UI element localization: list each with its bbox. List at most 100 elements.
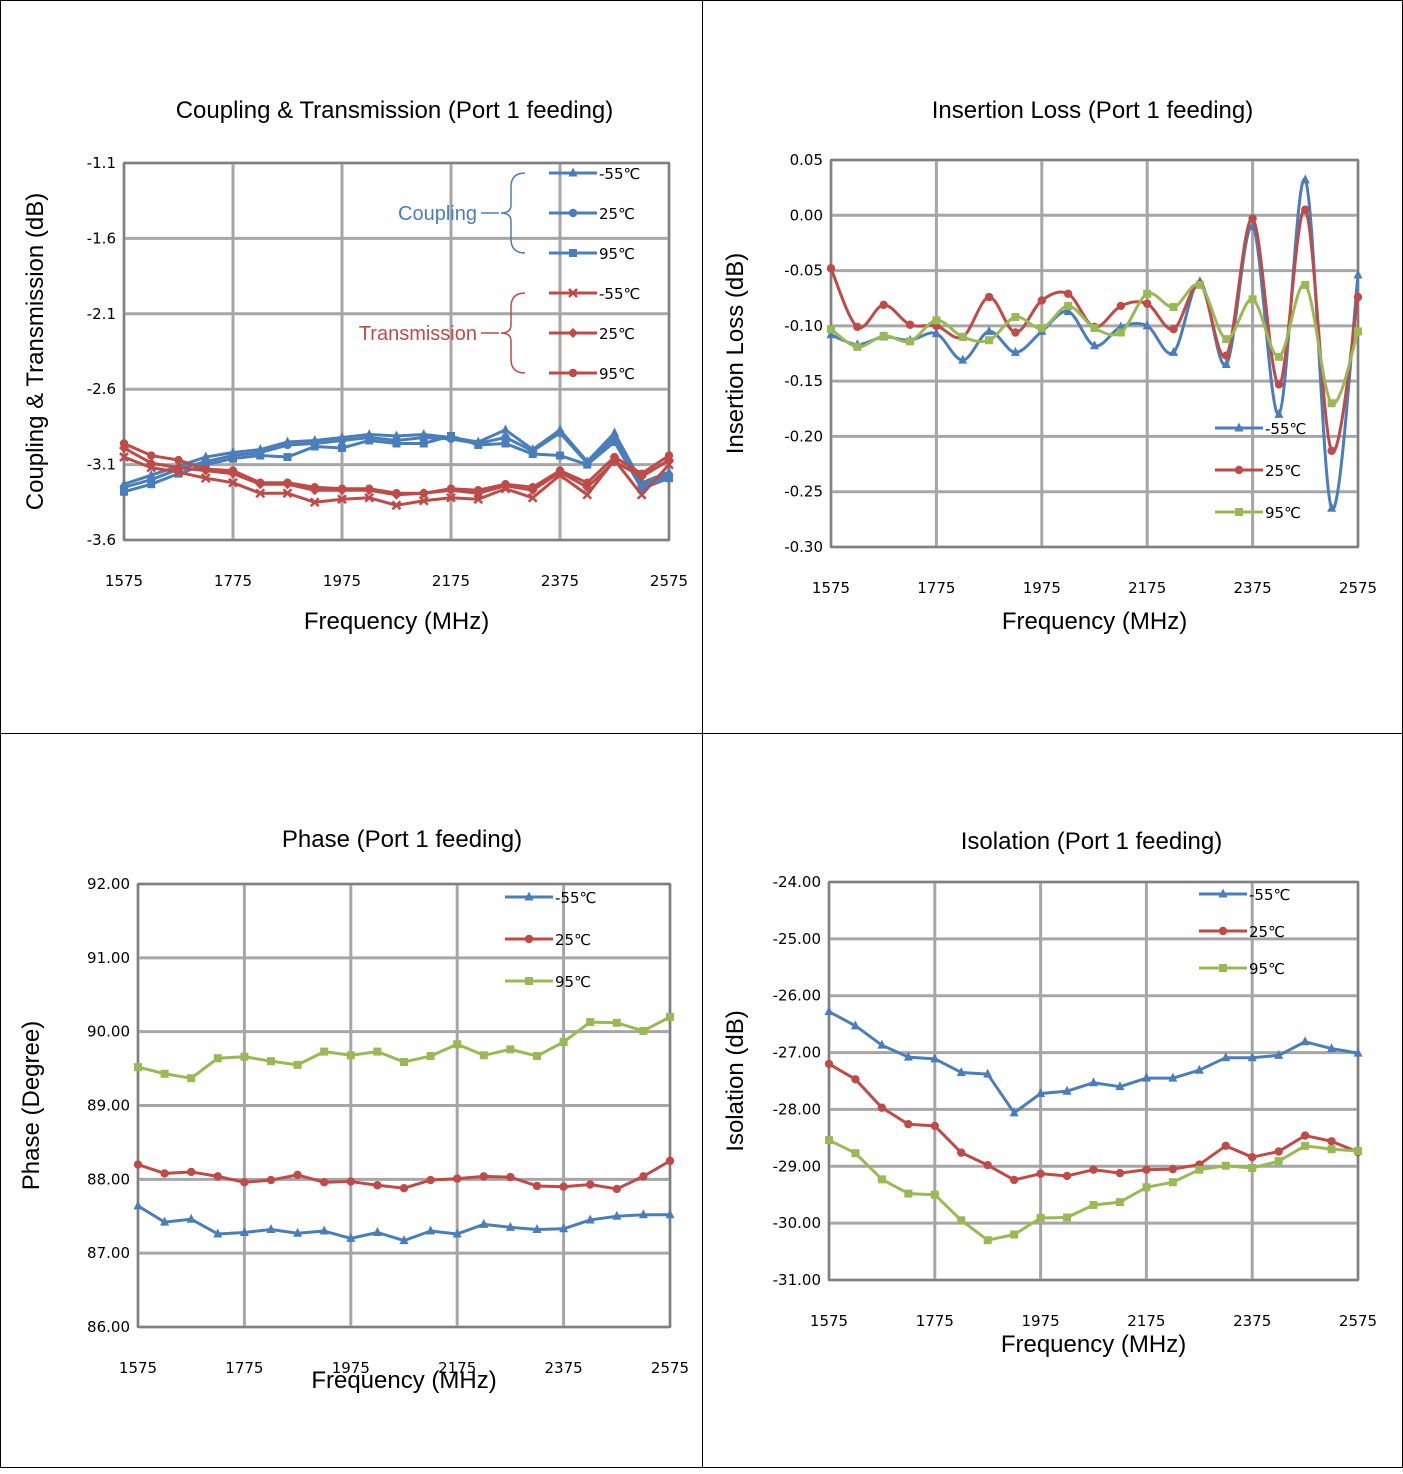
data-point <box>559 1223 569 1233</box>
data-point <box>636 489 647 500</box>
data-point <box>213 1172 222 1181</box>
data-point <box>1089 1077 1098 1087</box>
data-point <box>1195 280 1204 289</box>
data-point <box>639 1026 648 1035</box>
y-tick-label: -24.00 <box>773 873 821 891</box>
grid-lines <box>136 882 672 1329</box>
chart-isolation: Isolation (Port 1 feeding) -24.00 -25.00 -2… <box>722 828 1377 1358</box>
data-point <box>1062 1171 1072 1181</box>
data-point <box>637 484 646 493</box>
data-point <box>1009 1175 1019 1185</box>
data-point <box>479 1051 488 1060</box>
x-tick-label: 2175 <box>432 572 470 590</box>
data-point <box>637 469 646 478</box>
data-point <box>418 495 429 506</box>
data-point <box>1090 340 1099 350</box>
data-point <box>506 1045 515 1054</box>
data-point <box>1116 328 1125 337</box>
data-point <box>239 1226 249 1236</box>
x-tick-label: 1975 <box>323 572 361 590</box>
legend-marker <box>524 891 534 901</box>
data-point <box>133 1200 143 1210</box>
x-tick-label: 2575 <box>651 1359 689 1377</box>
data-point <box>319 1225 329 1235</box>
data-point <box>187 1074 196 1083</box>
data-point <box>255 488 266 499</box>
data-point <box>240 1178 249 1187</box>
x-tick-label: 2175 <box>438 1359 476 1377</box>
x-tick-label: 1975 <box>1022 1312 1060 1330</box>
data-point <box>983 1068 993 1078</box>
data-point <box>877 1103 887 1112</box>
data-point <box>528 483 537 492</box>
data-point <box>392 489 401 498</box>
data-point <box>1274 1157 1283 1166</box>
x-tick-label: 1775 <box>917 579 955 597</box>
chart-title: Insertion Loss (Port 1 feeding) <box>932 97 1254 124</box>
legend-label: -55℃ <box>1249 886 1290 904</box>
data-point <box>1353 1047 1363 1057</box>
legend-group-label: Coupling <box>398 203 477 225</box>
data-point <box>958 354 968 364</box>
data-point <box>419 439 428 448</box>
data-point <box>133 1160 143 1169</box>
data-point <box>337 436 347 445</box>
data-point <box>666 1012 674 1021</box>
data-point <box>958 332 967 341</box>
data-point <box>1274 408 1284 418</box>
data-point <box>309 497 320 508</box>
data-point <box>1143 289 1152 298</box>
legend-marker <box>524 934 534 944</box>
data-point <box>664 451 674 460</box>
data-point <box>1327 1145 1336 1154</box>
legend-label: 25℃ <box>1249 923 1285 941</box>
data-point <box>213 1228 223 1238</box>
x-tick-label: 1575 <box>810 1312 848 1330</box>
legend-label: 25℃ <box>555 931 591 949</box>
data-point <box>1274 1147 1283 1156</box>
y-tick-label: 86.00 <box>87 1318 130 1336</box>
data-point <box>851 1149 860 1158</box>
y-tick-label: -0.30 <box>784 538 823 556</box>
legend-marker <box>569 249 577 257</box>
data-point <box>1115 1081 1125 1091</box>
legend-label: 95℃ <box>1249 960 1285 978</box>
data-point <box>850 1020 860 1030</box>
data-point <box>930 1190 939 1199</box>
data-point <box>879 300 888 310</box>
legend-marker <box>1218 926 1228 936</box>
data-point <box>1353 269 1363 279</box>
data-point <box>585 1214 595 1224</box>
x-tick-label: 1775 <box>225 1359 263 1377</box>
data-point <box>391 500 402 511</box>
data-point <box>827 325 835 334</box>
legend-marker <box>568 288 578 298</box>
legend-marker <box>568 368 578 378</box>
data-point <box>419 489 428 498</box>
y-tick-label: 89.00 <box>87 1097 130 1115</box>
data-point <box>851 1075 860 1084</box>
data-point <box>853 322 862 332</box>
legend-group-label: Transmission <box>359 323 477 345</box>
x-axis-label: Frequency (MHz) <box>1001 1331 1186 1358</box>
data-point <box>527 492 538 503</box>
data-point <box>447 431 455 440</box>
y-tick-label: -0.20 <box>784 427 823 445</box>
data-point <box>1221 1141 1230 1151</box>
y-tick-label: -25.00 <box>773 930 821 948</box>
legend-label: 25℃ <box>599 205 635 223</box>
data-point <box>200 473 211 484</box>
data-point <box>879 331 888 340</box>
data-point <box>283 478 292 487</box>
data-point <box>364 492 375 503</box>
data-point <box>1169 346 1179 356</box>
series-line <box>828 1010 1359 1115</box>
series-1 <box>824 1006 1363 1117</box>
data-point <box>426 1175 435 1185</box>
x-tick-label: 2175 <box>1128 579 1166 597</box>
chart-cell-coupling: Coupling & Transmission (Port 1 feeding)… <box>0 0 703 734</box>
x-tick-label: 2575 <box>1339 1312 1377 1330</box>
x-tick-label: 2575 <box>1339 579 1377 597</box>
data-point <box>1036 1214 1045 1223</box>
legend-marker <box>568 328 578 338</box>
